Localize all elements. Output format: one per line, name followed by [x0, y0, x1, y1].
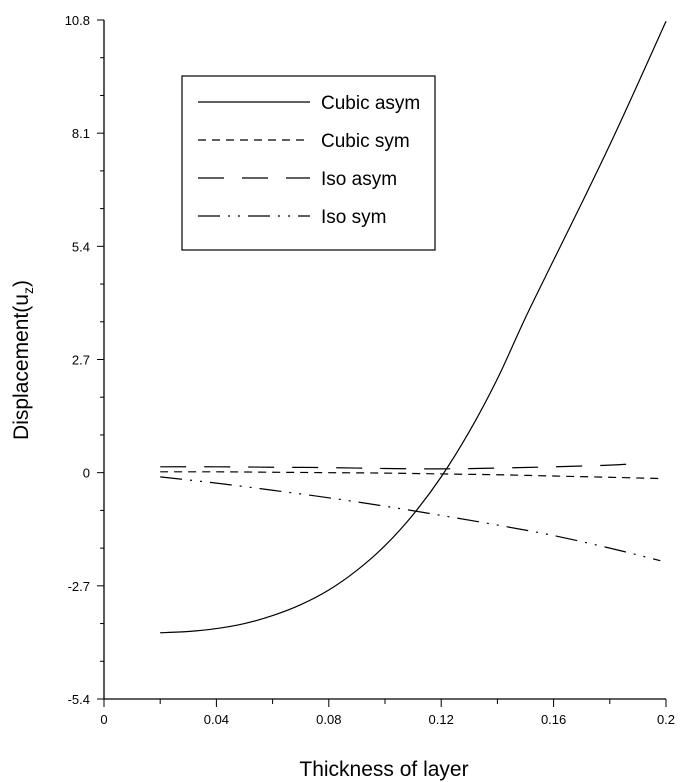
y-tick-label: 2.7 — [72, 353, 90, 368]
x-tick-label: 0.2 — [657, 712, 675, 727]
x-tick-label: 0.12 — [429, 712, 454, 727]
y-tick-label: -5.4 — [68, 692, 90, 707]
y-axis-title-suffix: ) — [10, 280, 33, 287]
legend-label: Iso asym — [321, 169, 397, 190]
y-axis-title-main: Displacement(u — [10, 294, 33, 440]
legend-label: Cubic asym — [321, 93, 420, 114]
series-line-cubic-asym — [160, 21, 667, 634]
series-line-cubic-sym — [160, 471, 661, 480]
y-tick-label: -2.7 — [68, 579, 90, 594]
x-axis-title: Thickness of layer — [299, 758, 468, 781]
x-tick-label: 0.04 — [204, 712, 229, 727]
axes: -5.4 -2.7 0 2.7 5.4 8.1 10.8 0 0.04 0.08 0.12 0.16 0… — [65, 13, 675, 727]
y-tick-label: 5.4 — [72, 239, 90, 254]
series-line-iso-asym — [160, 462, 638, 470]
legend-box — [181, 75, 436, 251]
y-tick-label: 0 — [83, 466, 90, 481]
y-axis-title-subscript: z — [20, 287, 36, 294]
series-layer — [160, 21, 667, 634]
x-tick-label: 0.16 — [541, 712, 566, 727]
legend: Cubic asym Cubic sym Iso asym Iso sym — [181, 75, 436, 251]
y-tick-label: 8.1 — [72, 126, 90, 141]
x-tick-label: 0.08 — [316, 712, 341, 727]
y-axis-title: Displacement(uz) — [10, 280, 36, 440]
legend-label: Iso sym — [321, 207, 386, 228]
x-tick-label: 0 — [100, 712, 107, 727]
series-line-iso-sym — [160, 476, 661, 562]
legend-label: Cubic sym — [321, 131, 410, 152]
y-tick-label: 10.8 — [65, 13, 90, 28]
